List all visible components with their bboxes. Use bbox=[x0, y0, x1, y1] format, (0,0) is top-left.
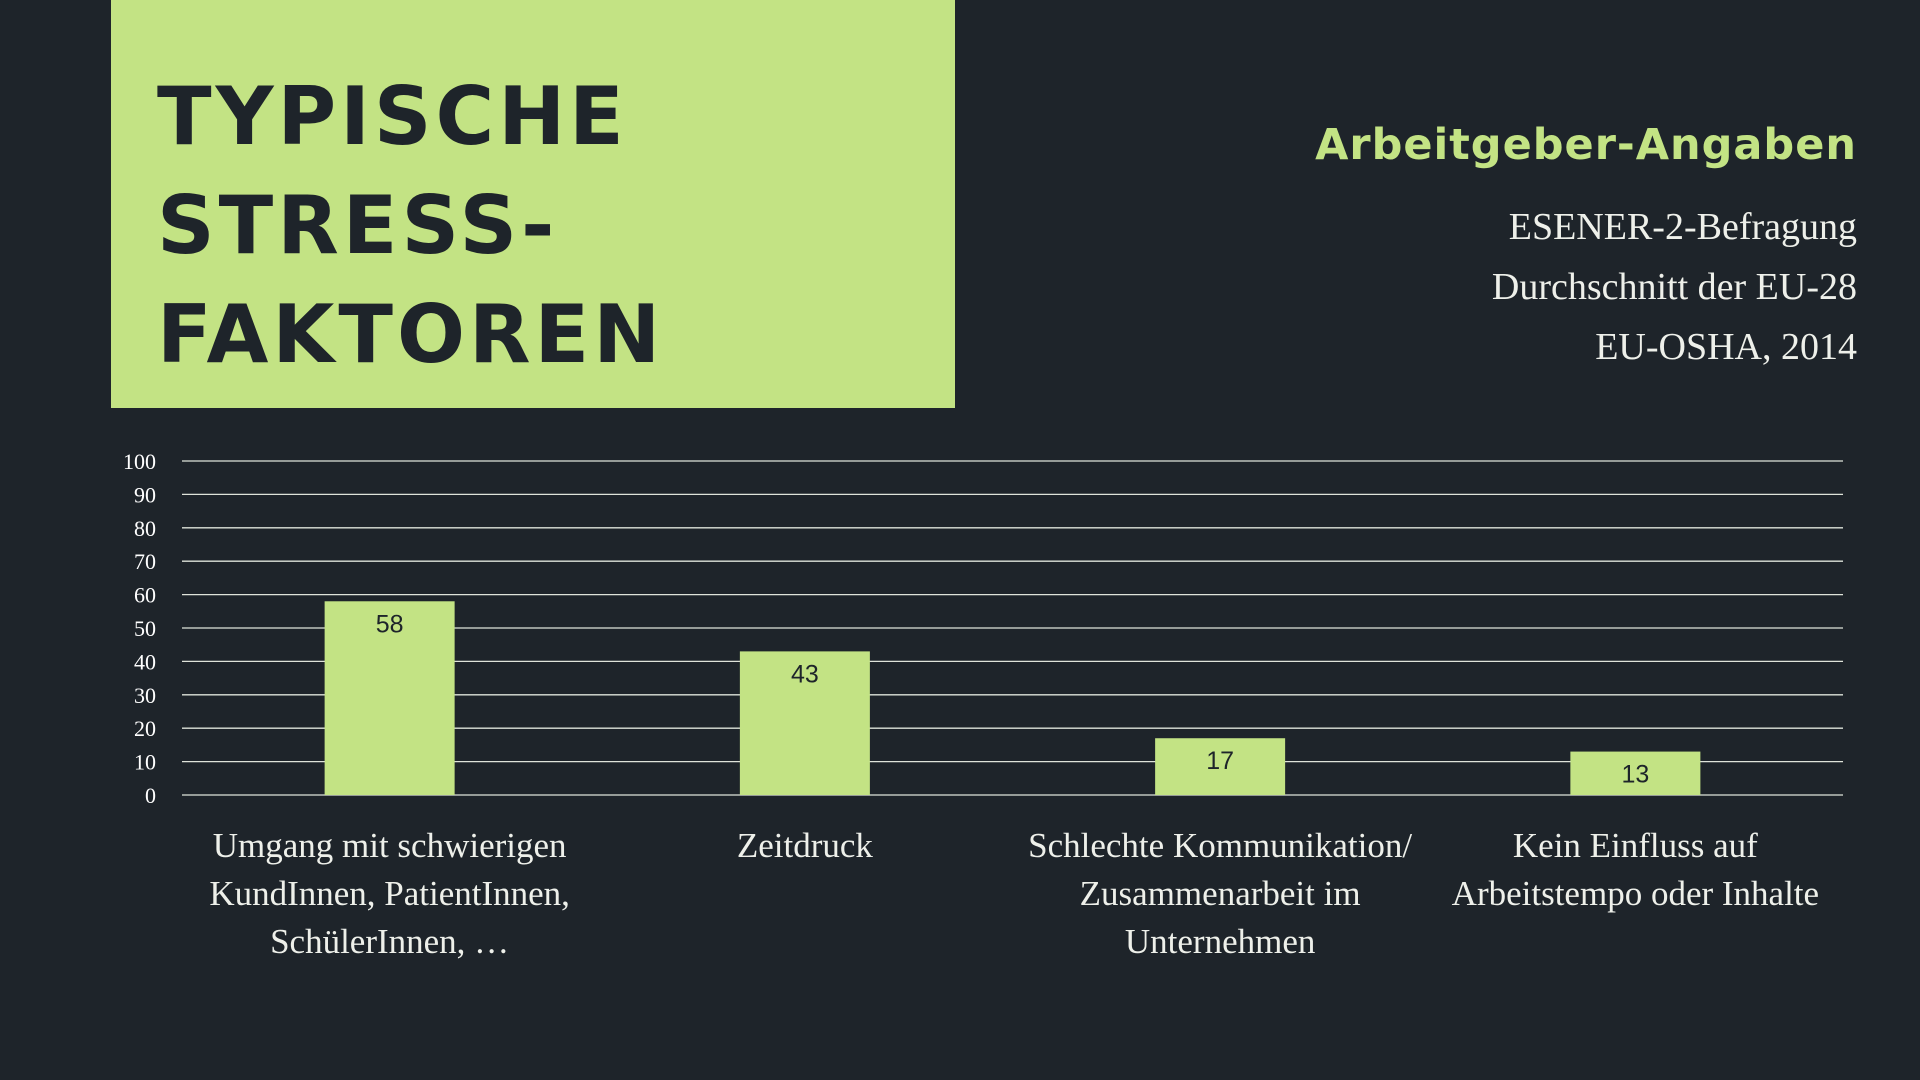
bar-data-label: 43 bbox=[791, 660, 819, 688]
title-panel: TYPISCHE STRESS- FAKTOREN bbox=[111, 0, 955, 408]
x-category-label-line: Schlechte Kommunikation/ bbox=[1028, 826, 1412, 865]
page-title: TYPISCHE STRESS- FAKTOREN bbox=[157, 62, 664, 389]
bar bbox=[739, 651, 870, 795]
source-line: Durchschnitt der EU-28 bbox=[1491, 266, 1857, 308]
x-category-label-line: Umgang mit schwierigen bbox=[213, 826, 567, 865]
source-heading: Arbeitgeber-Angaben bbox=[1315, 120, 1857, 170]
y-tick-label: 100 bbox=[123, 449, 156, 474]
source-line: EU-OSHA, 2014 bbox=[1595, 326, 1857, 368]
y-tick-label: 70 bbox=[134, 549, 156, 574]
x-category-label: Zeitdruck bbox=[737, 826, 874, 865]
x-category-label-line: Arbeitstempo oder Inhalte bbox=[1452, 874, 1819, 913]
bar-data-label: 58 bbox=[376, 610, 404, 638]
x-category-label: Kein Einfluss auf Arbeitstempo oder Inhal… bbox=[1452, 826, 1819, 913]
y-tick-label: 80 bbox=[134, 516, 156, 541]
x-category-label: Umgang mit schwierigen KundInnen, Patient… bbox=[209, 826, 570, 961]
source-block: Arbeitgeber-Angaben ESENER-2-Befragung D… bbox=[1315, 115, 1857, 377]
bar-data-label: 13 bbox=[1621, 761, 1649, 789]
y-tick-label: 30 bbox=[134, 683, 156, 708]
x-category-label-line: Zusammenarbeit im bbox=[1080, 874, 1361, 913]
title-line: FAKTOREN bbox=[157, 288, 665, 381]
x-category-label-line: Zeitdruck bbox=[737, 826, 874, 865]
y-tick-label: 20 bbox=[134, 716, 156, 741]
y-tick-label: 50 bbox=[134, 616, 156, 641]
bar bbox=[1570, 751, 1701, 795]
x-category-label: Schlechte Kommunikation/Zusammenarbeit i… bbox=[1028, 826, 1412, 961]
bar bbox=[1155, 738, 1286, 795]
y-tick-label: 60 bbox=[134, 583, 156, 608]
y-tick-label: 40 bbox=[134, 649, 156, 674]
title-line: TYPISCHE bbox=[157, 70, 628, 163]
bar-data-label: 17 bbox=[1206, 747, 1234, 775]
y-tick-label: 10 bbox=[134, 750, 156, 775]
source-line: ESENER-2-Befragung bbox=[1508, 206, 1857, 248]
bar bbox=[324, 601, 455, 795]
y-tick-label: 90 bbox=[134, 482, 156, 507]
x-category-label-line: KundInnen, PatientInnen, bbox=[209, 874, 570, 913]
x-category-label-line: Unternehmen bbox=[1125, 922, 1315, 961]
title-line: STRESS- bbox=[157, 179, 559, 272]
x-category-label-line: SchülerInnen, … bbox=[270, 922, 509, 961]
x-category-label-line: Kein Einfluss auf bbox=[1513, 826, 1758, 865]
y-tick-label: 0 bbox=[145, 783, 156, 808]
